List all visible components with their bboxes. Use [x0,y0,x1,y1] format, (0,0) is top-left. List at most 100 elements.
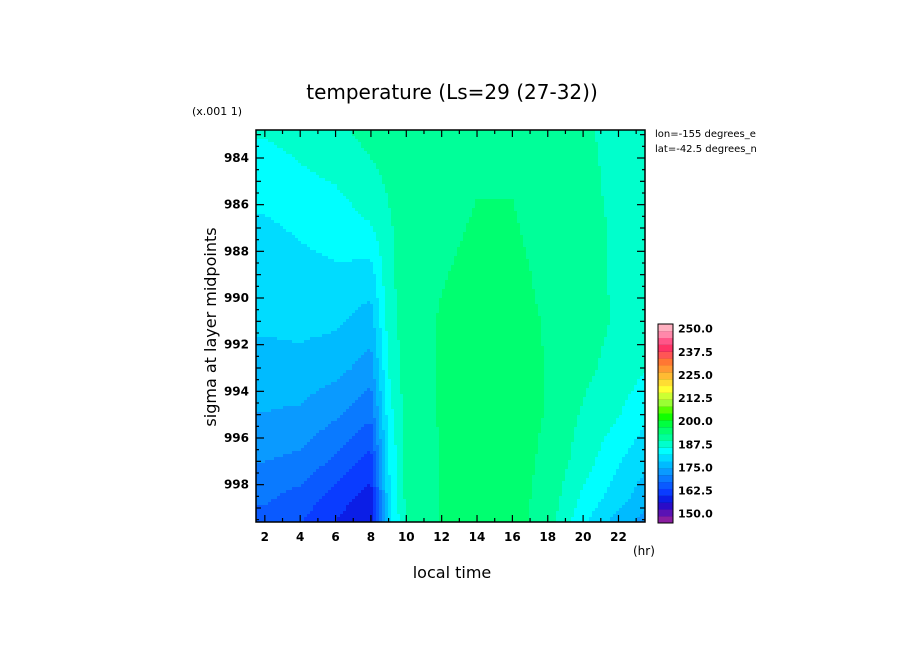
contour-cell [277,202,281,206]
contour-cell [604,157,608,161]
contour-cell [433,154,437,158]
contour-cell [637,175,641,179]
contour-cell [460,208,464,212]
contour-cell [484,208,488,212]
contour-cell [451,220,455,224]
contour-cell [325,238,329,242]
contour-cell [343,148,347,152]
contour-cell [481,205,485,209]
contour-cell [454,187,458,191]
contour-cell [313,154,317,158]
contour-cell [271,130,275,134]
contour-cell [589,232,593,236]
contour-cell [451,139,455,143]
contour-cell [601,208,605,212]
contour-cell [265,223,269,227]
contour-cell [499,202,503,206]
contour-cell [601,133,605,137]
contour-cell [361,142,365,146]
contour-cell [349,142,353,146]
contour-cell [526,130,530,134]
contour-cell [601,187,605,191]
contour-cell [592,205,596,209]
contour-cell [583,190,587,194]
contour-cell [538,199,542,203]
contour-cell [496,169,500,173]
contour-cell [553,202,557,206]
contour-cell [595,145,599,149]
contour-cell [568,130,572,134]
contour-cell [562,190,566,194]
contour-cell [511,211,515,215]
contour-cell [493,196,497,200]
contour-cell [526,211,530,215]
contour-cell [361,136,365,140]
contour-cell [373,202,377,206]
contour-cell [637,226,641,230]
contour-cell [556,226,560,230]
contour-cell [520,214,524,218]
contour-cell [460,139,464,143]
contour-cell [607,139,611,143]
contour-cell [262,211,266,215]
contour-cell [475,214,479,218]
contour-cell [406,154,410,158]
contour-cell [637,238,641,242]
contour-cell [457,136,461,140]
contour-cell [580,133,584,137]
contour-cell [562,133,566,137]
contour-cell [628,214,632,218]
contour-cell [316,175,320,179]
contour-cell [379,157,383,161]
contour-cell [484,136,488,140]
contour-cell [382,169,386,173]
contour-cell [451,229,455,233]
contour-cell [457,211,461,215]
contour-cell [544,199,548,203]
contour-cell [313,229,317,233]
contour-cell [610,193,614,197]
contour-cell [565,151,569,155]
contour-cell [514,196,518,200]
contour-cell [301,223,305,227]
contour-cell [562,139,566,143]
contour-cell [538,232,542,236]
contour-cell [367,214,371,218]
contour-cell [340,130,344,134]
contour-cell [328,229,332,233]
contour-cell [601,175,605,179]
contour-cell [454,199,458,203]
contour-cell [355,145,359,149]
contour-cell [496,142,500,146]
contour-cell [571,202,575,206]
contour-cell [640,172,644,176]
contour-cell [415,211,419,215]
contour-cell [478,166,482,170]
contour-cell [424,175,428,179]
contour-cell [352,229,356,233]
contour-cell [517,160,521,164]
contour-cell [562,205,566,209]
contour-cell [565,130,569,134]
contour-cell [544,181,548,185]
contour-cell [301,178,305,182]
contour-cell [583,229,587,233]
contour-cell [622,208,626,212]
contour-cell [625,193,629,197]
contour-cell [481,130,485,134]
contour-cell [574,175,578,179]
contour-cell [571,178,575,182]
contour-cell [304,181,308,185]
contour-cell [391,154,395,158]
contour-cell [421,241,425,245]
contour-cell [607,160,611,164]
contour-cell [280,154,284,158]
contour-cell [568,208,572,212]
contour-cell [451,214,455,218]
contour-cell [490,139,494,143]
contour-cell [331,187,335,191]
contour-cell [280,202,284,206]
contour-cell [331,241,335,245]
contour-cell [367,238,371,242]
contour-cell [262,220,266,224]
